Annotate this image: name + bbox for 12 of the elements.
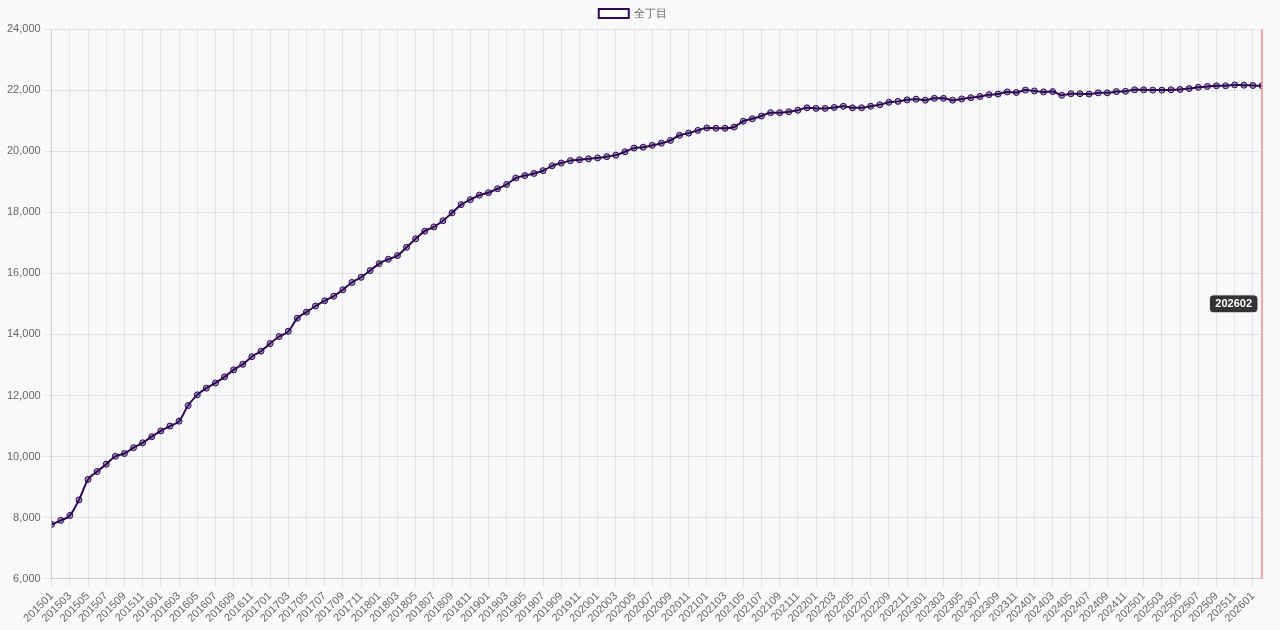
y-tick-label: 20,000 [6, 144, 41, 157]
y-tick-label: 18,000 [6, 205, 41, 218]
y-tick-label: 24,000 [6, 22, 41, 35]
y-tick-label: 22,000 [6, 83, 41, 96]
y-tick-label: 12,000 [6, 388, 41, 401]
y-tick-label: 16,000 [6, 266, 41, 279]
ref-line-label: 202602 [1215, 297, 1253, 310]
y-tick-label: 14,000 [6, 327, 41, 340]
y-tick-label: 6,000 [13, 571, 41, 584]
y-tick-label: 10,000 [6, 449, 41, 462]
y-tick-label: 8,000 [13, 510, 41, 523]
legend-label: 全丁目 [634, 6, 668, 19]
